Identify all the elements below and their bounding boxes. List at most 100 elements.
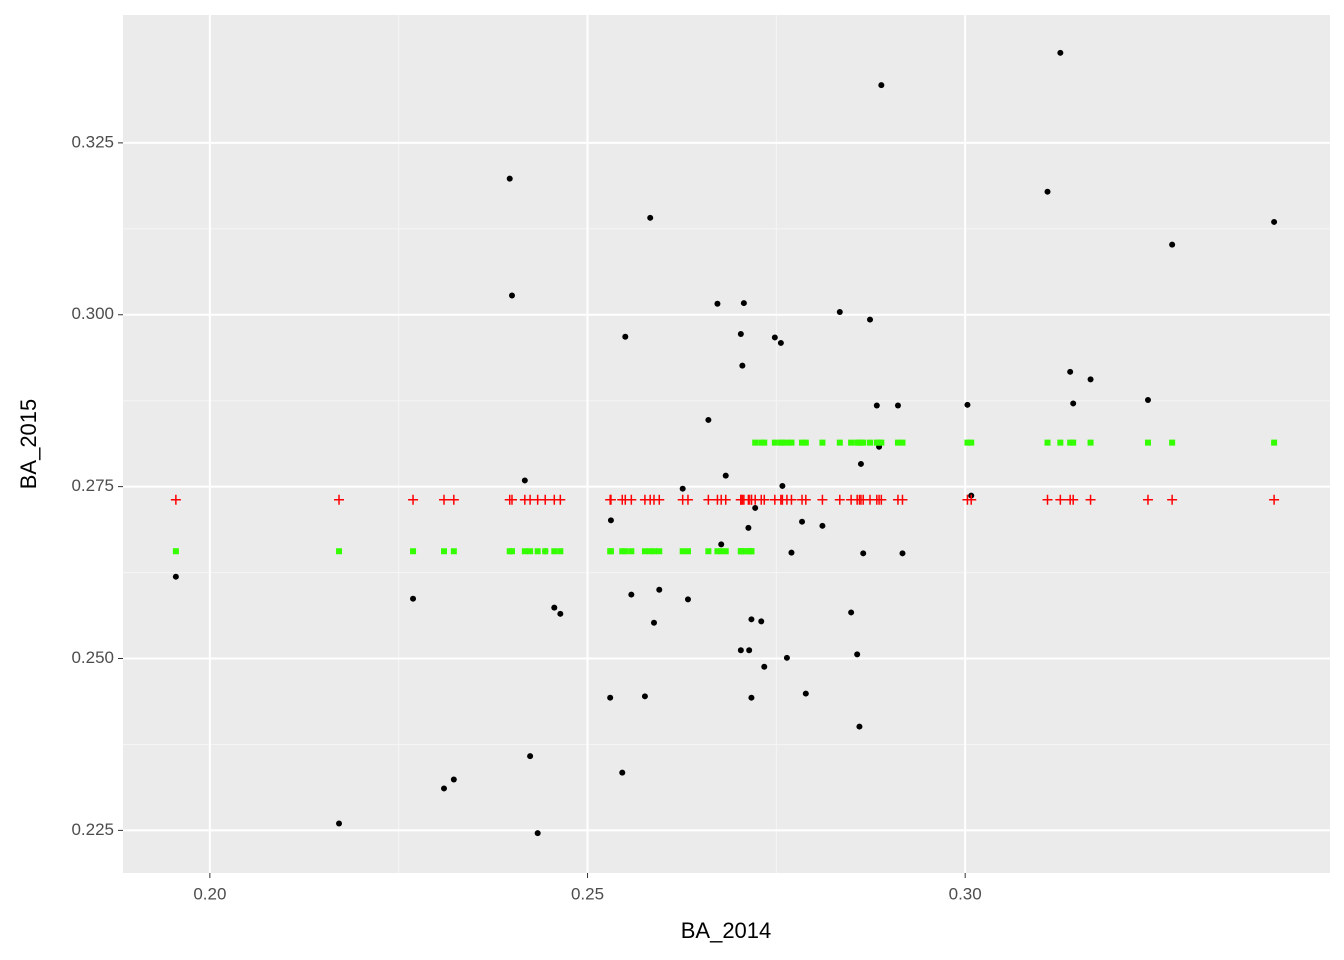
point: [746, 647, 753, 654]
plus-point: [334, 494, 345, 505]
square-point: [819, 439, 826, 446]
plus-point: [408, 494, 419, 505]
point: [748, 616, 755, 623]
y-tick-label: 0.275: [71, 476, 114, 495]
point: [718, 541, 725, 548]
point: [1067, 368, 1074, 375]
point: [1271, 218, 1278, 225]
point: [679, 485, 686, 492]
point: [748, 694, 755, 701]
y-tick-label: 0.250: [71, 648, 114, 667]
square-point: [748, 548, 755, 555]
plus-point: [1042, 494, 1053, 505]
plus-point: [506, 494, 517, 505]
plus-point: [897, 494, 908, 505]
point: [527, 753, 534, 760]
y-axis-title: BA_2015: [16, 399, 41, 490]
plus-point: [800, 494, 811, 505]
plus-point: [540, 494, 551, 505]
square-point: [802, 439, 809, 446]
square-point: [508, 548, 515, 555]
square-point: [878, 439, 885, 446]
plus-point: [1269, 494, 1280, 505]
square-point: [1067, 439, 1074, 446]
square-point: [1169, 439, 1176, 446]
square-point: [557, 548, 564, 555]
point: [622, 333, 629, 340]
square-point: [607, 548, 614, 555]
plus-point: [654, 494, 665, 505]
point: [964, 401, 971, 408]
point: [534, 830, 541, 837]
point: [647, 214, 654, 221]
plus-point: [1142, 494, 1153, 505]
square-point: [619, 548, 626, 555]
square-point: [647, 548, 654, 555]
point: [628, 591, 635, 598]
square-point: [542, 548, 549, 555]
square-point: [714, 548, 721, 555]
square-point: [894, 439, 901, 446]
square-point: [656, 548, 663, 555]
point: [1057, 49, 1064, 56]
y-tick-label: 0.325: [71, 132, 114, 151]
square-point: [848, 439, 855, 446]
point: [607, 517, 614, 524]
point: [836, 309, 843, 315]
point: [619, 769, 626, 776]
plus-point: [817, 494, 828, 505]
square-point: [860, 439, 867, 446]
plus-point: [448, 494, 459, 505]
grid: [123, 15, 1330, 873]
point: [779, 482, 786, 489]
point: [899, 550, 906, 557]
square-point: [551, 548, 558, 555]
plus-point: [170, 494, 181, 505]
point: [641, 693, 648, 700]
square-point: [1057, 439, 1064, 446]
plus-point: [876, 494, 887, 505]
square-point: [527, 548, 534, 555]
plus-point: [626, 494, 637, 505]
square-point: [641, 548, 648, 555]
point: [771, 334, 778, 341]
point: [867, 316, 874, 323]
marks: [170, 49, 1280, 837]
x-axis-title: BA_2014: [681, 918, 772, 943]
point: [854, 651, 861, 658]
point: [1070, 400, 1077, 407]
panel: [123, 15, 1330, 873]
point: [607, 694, 614, 701]
plus-point: [682, 494, 693, 505]
point: [714, 300, 721, 307]
square-point: [718, 548, 725, 555]
square-point: [336, 548, 343, 555]
point: [873, 402, 880, 409]
point: [761, 663, 768, 670]
square-point: [788, 439, 795, 446]
square-point: [783, 439, 790, 446]
plus-point: [555, 494, 566, 505]
point: [1144, 397, 1151, 403]
square-point: [521, 548, 528, 555]
square-point: [441, 548, 448, 555]
plus-point: [834, 494, 845, 505]
point: [441, 785, 448, 792]
point: [848, 609, 855, 616]
square-point: [722, 548, 729, 555]
point: [878, 82, 885, 89]
square-point: [752, 439, 759, 446]
plus-point: [703, 494, 714, 505]
square-point: [758, 439, 765, 446]
square-point: [761, 439, 768, 446]
point: [551, 604, 558, 611]
point: [650, 619, 657, 626]
point: [521, 477, 528, 484]
point: [857, 460, 864, 467]
plus-point: [1055, 494, 1066, 505]
plus-point: [720, 494, 731, 505]
point: [705, 416, 712, 423]
square-point: [622, 548, 629, 555]
square-point: [410, 548, 417, 555]
